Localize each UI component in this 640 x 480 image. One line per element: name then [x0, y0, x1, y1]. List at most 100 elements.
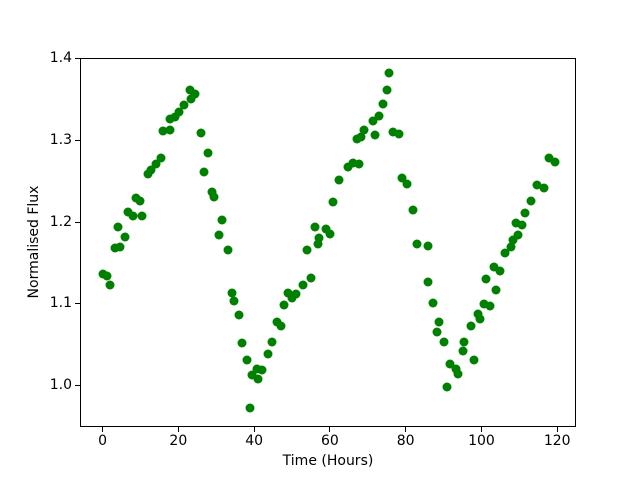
data-point — [203, 148, 212, 158]
data-point — [263, 349, 273, 359]
data-point — [370, 130, 380, 139]
data-point — [511, 218, 521, 228]
data-point — [302, 245, 312, 255]
data-point — [306, 273, 316, 283]
data-point — [110, 243, 120, 253]
y-tick — [75, 139, 80, 141]
data-point — [359, 125, 369, 135]
data-point — [267, 337, 277, 346]
data-point — [321, 224, 331, 234]
data-point — [354, 159, 364, 169]
axis-frame — [80, 58, 576, 427]
data-point — [459, 337, 469, 346]
data-point — [279, 300, 289, 310]
data-point — [397, 173, 407, 183]
data-point — [314, 233, 324, 243]
data-point — [423, 241, 433, 251]
data-point — [174, 107, 184, 117]
data-point — [199, 167, 209, 177]
x-tick-label: 20 — [169, 433, 188, 449]
y-tick — [75, 221, 80, 223]
data-point — [242, 355, 252, 365]
data-point — [257, 365, 267, 375]
data-point — [158, 126, 168, 136]
data-point — [234, 310, 244, 320]
data-point — [408, 205, 418, 215]
data-point — [252, 364, 262, 373]
x-tick — [329, 427, 331, 432]
data-point — [115, 242, 125, 252]
x-tick — [253, 427, 255, 432]
data-point — [102, 271, 112, 281]
y-tick-label: 1.0 — [49, 377, 72, 394]
data-point — [186, 94, 196, 104]
data-point — [382, 85, 392, 94]
data-point — [508, 235, 518, 245]
data-point — [135, 196, 145, 206]
data-point — [283, 288, 293, 298]
x-tick — [405, 427, 407, 432]
data-point — [423, 277, 433, 287]
data-point — [310, 222, 320, 232]
data-point — [506, 242, 516, 252]
y-tick-label: 1.2 — [49, 213, 72, 230]
data-point — [120, 232, 130, 242]
data-point — [378, 99, 388, 109]
data-point — [348, 158, 358, 168]
x-tick-label: 100 — [468, 433, 495, 449]
data-point — [481, 274, 491, 284]
data-point — [526, 196, 536, 206]
data-point — [384, 68, 394, 78]
data-point — [473, 309, 483, 319]
data-point — [517, 220, 527, 230]
data-point — [495, 266, 505, 276]
data-point — [334, 175, 344, 185]
data-point — [227, 288, 237, 298]
data-point — [209, 192, 219, 202]
data-point — [325, 229, 335, 239]
data-point — [185, 85, 195, 95]
data-point — [151, 159, 161, 169]
data-point — [276, 321, 286, 331]
data-point — [451, 364, 461, 373]
data-point — [217, 215, 227, 225]
data-point — [475, 314, 485, 324]
data-point — [143, 169, 153, 179]
x-tick-label: 0 — [98, 433, 107, 449]
data-point — [428, 298, 438, 308]
x-tick-label: 60 — [320, 433, 339, 449]
data-point — [253, 374, 263, 384]
data-point — [550, 157, 560, 167]
data-point — [313, 239, 323, 249]
y-axis-title: Normalised Flux — [26, 185, 42, 299]
data-point — [105, 280, 115, 290]
x-tick-label: 120 — [543, 433, 571, 449]
data-point — [190, 89, 200, 99]
x-tick-label: 80 — [396, 433, 415, 449]
data-point — [247, 370, 257, 380]
data-point — [532, 180, 542, 190]
x-tick — [480, 427, 482, 432]
data-point — [328, 197, 338, 207]
data-point — [394, 129, 404, 139]
data-point — [214, 230, 224, 240]
data-point — [458, 346, 468, 355]
x-tick — [556, 427, 558, 432]
y-tick-label: 1.3 — [49, 131, 72, 148]
data-point — [165, 114, 175, 124]
x-tick — [102, 427, 104, 432]
data-point — [291, 289, 301, 299]
data-point — [412, 239, 422, 249]
data-point — [343, 162, 353, 172]
y-tick — [75, 385, 80, 387]
data-point — [544, 153, 554, 163]
data-point — [500, 248, 510, 258]
y-tick — [75, 57, 80, 59]
data-point — [298, 280, 308, 290]
data-point — [229, 296, 239, 306]
data-point — [520, 208, 530, 218]
data-point — [485, 301, 495, 310]
x-axis-title: Time (Hours) — [282, 453, 374, 469]
data-point — [432, 327, 442, 337]
data-point — [513, 230, 523, 240]
